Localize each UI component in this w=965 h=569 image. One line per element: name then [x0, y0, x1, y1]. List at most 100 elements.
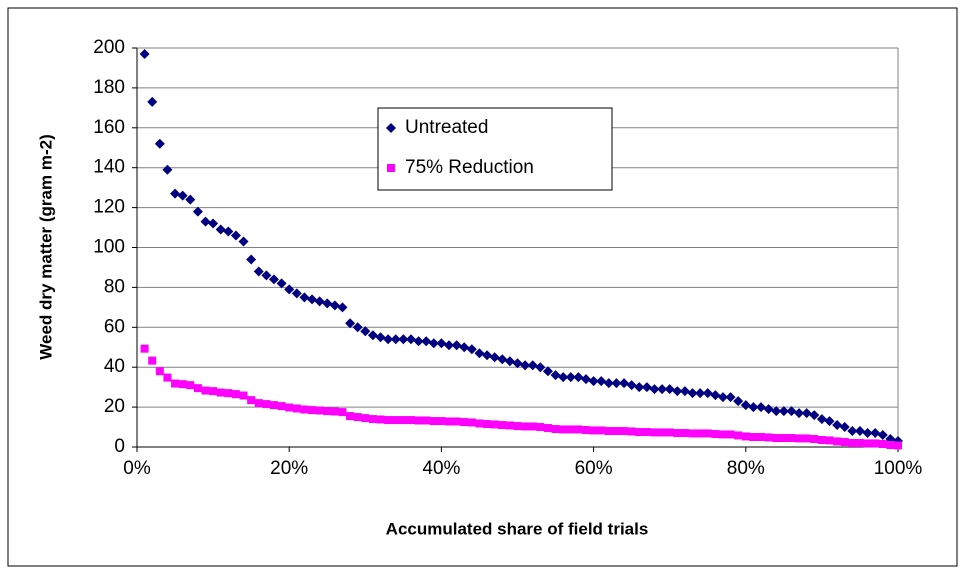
- point: [140, 344, 149, 353]
- point: [405, 334, 416, 345]
- x-tick-label: 100%: [874, 458, 923, 479]
- point: [550, 370, 561, 381]
- point: [794, 408, 805, 419]
- point: [779, 434, 788, 443]
- point: [215, 224, 226, 235]
- point: [695, 388, 706, 399]
- point: [406, 416, 415, 425]
- x-tick-label: 0%: [123, 458, 151, 479]
- point: [733, 396, 744, 407]
- point: [262, 400, 271, 409]
- point: [870, 428, 881, 439]
- point: [308, 406, 317, 415]
- point: [740, 400, 751, 411]
- point: [551, 425, 560, 434]
- point: [641, 382, 652, 393]
- y-tick-label: 200: [93, 37, 125, 58]
- legend-label: Untreated: [405, 117, 488, 138]
- point: [390, 334, 401, 345]
- point: [376, 415, 385, 424]
- point: [528, 422, 537, 431]
- point: [824, 416, 835, 427]
- point: [337, 302, 348, 313]
- point: [209, 387, 218, 396]
- point: [504, 356, 515, 367]
- point: [588, 376, 599, 387]
- point: [839, 422, 850, 433]
- point: [603, 378, 614, 389]
- point: [490, 420, 499, 429]
- point: [444, 340, 455, 351]
- point: [543, 424, 552, 433]
- point: [657, 384, 668, 395]
- point: [877, 430, 888, 441]
- point: [246, 254, 257, 265]
- point: [620, 427, 629, 436]
- point: [679, 386, 690, 397]
- point: [398, 334, 409, 345]
- x-tick-label: 80%: [727, 458, 765, 479]
- point: [535, 362, 546, 373]
- point: [611, 378, 622, 389]
- point: [581, 426, 590, 435]
- point: [809, 410, 820, 421]
- point: [840, 438, 849, 447]
- y-tick-label: 40: [104, 356, 125, 377]
- point: [596, 376, 607, 387]
- point: [635, 428, 644, 437]
- point: [185, 194, 196, 205]
- point: [208, 218, 219, 229]
- point: [566, 425, 575, 434]
- point: [352, 322, 363, 333]
- point: [597, 426, 606, 435]
- point: [558, 372, 569, 383]
- point: [772, 434, 781, 443]
- point: [489, 352, 500, 363]
- point: [466, 344, 477, 355]
- point: [680, 429, 689, 438]
- point: [436, 338, 447, 349]
- point: [673, 429, 682, 438]
- point: [148, 356, 157, 365]
- point: [816, 414, 827, 425]
- y-tick-label: 180: [93, 77, 125, 98]
- point: [687, 388, 698, 399]
- point: [862, 428, 873, 439]
- point: [201, 386, 210, 395]
- point: [171, 379, 180, 388]
- point: [580, 374, 591, 385]
- point: [664, 384, 675, 395]
- point: [383, 334, 394, 345]
- point: [200, 216, 211, 227]
- point: [474, 348, 485, 359]
- point: [162, 164, 173, 175]
- point: [778, 406, 789, 417]
- point: [573, 372, 584, 383]
- point: [483, 420, 492, 429]
- point: [155, 367, 164, 376]
- point: [763, 404, 774, 415]
- point: [749, 433, 758, 442]
- point: [886, 441, 895, 450]
- point: [757, 433, 766, 442]
- point: [505, 421, 514, 430]
- point: [323, 407, 332, 416]
- y-tick-label: 0: [114, 436, 125, 457]
- point: [658, 428, 667, 437]
- point: [330, 407, 339, 416]
- point: [650, 428, 659, 437]
- point: [253, 266, 264, 277]
- point: [139, 48, 150, 59]
- point: [367, 330, 378, 341]
- point: [741, 432, 750, 441]
- point: [460, 418, 469, 427]
- y-tick-label: 140: [93, 157, 125, 178]
- point: [810, 435, 819, 444]
- point: [230, 230, 241, 241]
- point: [786, 406, 797, 417]
- point: [718, 430, 727, 439]
- point: [482, 350, 493, 361]
- point: [878, 440, 887, 449]
- point: [847, 426, 858, 437]
- legend-marker: [387, 164, 395, 172]
